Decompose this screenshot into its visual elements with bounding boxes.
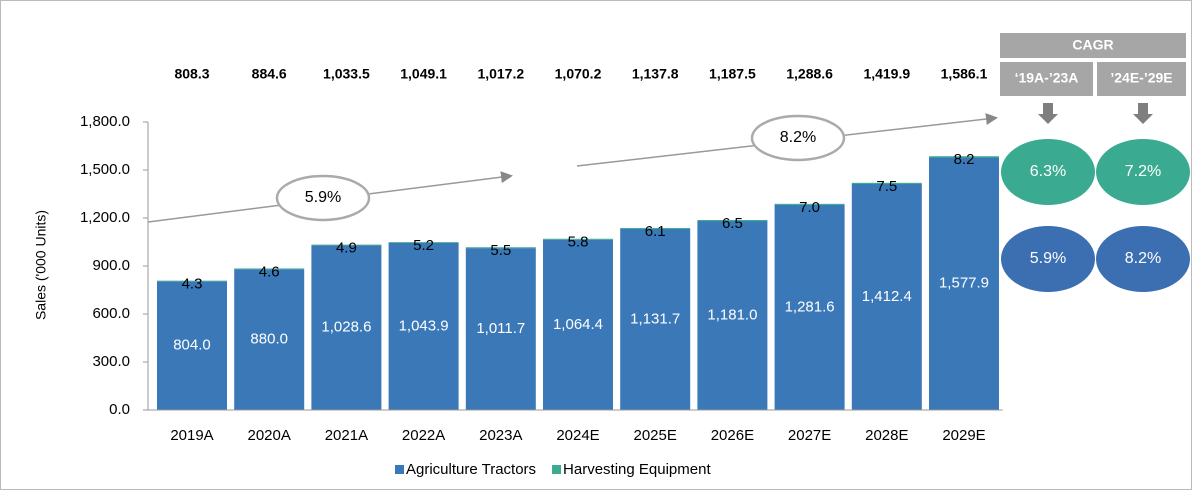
- bar-segment: [157, 280, 227, 282]
- y-tick-label: 900.0: [92, 257, 130, 274]
- cagr-column-label: ’24E-’29E: [1110, 70, 1172, 86]
- x-tick-label: 2020A: [248, 427, 291, 444]
- cagr-column-header: [1000, 62, 1093, 96]
- total-label: 1,419.9: [863, 66, 910, 82]
- y-tick-label: 0.0: [109, 401, 130, 418]
- cagr-value: 8.2%: [1125, 250, 1161, 267]
- bar-segment: [311, 244, 382, 246]
- bar-segment: [929, 156, 999, 158]
- bar-segment: [388, 242, 459, 410]
- cagr-bubble: [1001, 226, 1095, 292]
- cagr-value: 5.9%: [1030, 250, 1066, 267]
- value-label: 880.0: [250, 331, 288, 348]
- value-label: 1,412.4: [862, 288, 912, 305]
- total-label: 1,187.5: [709, 66, 756, 82]
- value-label: 8.2: [954, 151, 975, 168]
- annotation-ellipse: [750, 114, 846, 162]
- value-label: 7.0: [799, 199, 820, 216]
- legend-swatch: [395, 465, 404, 474]
- bar-segment: [465, 248, 536, 410]
- down-arrow: [1038, 103, 1058, 124]
- annotation: 8.2%: [780, 129, 816, 146]
- value-label: 1,064.4: [553, 316, 603, 333]
- annotation-ellipse: [275, 174, 371, 222]
- bar-segment: [465, 247, 536, 249]
- bar-segment: [311, 245, 382, 410]
- value-label: 5.5: [490, 242, 511, 259]
- legend-label: Agriculture Tractors: [406, 461, 536, 478]
- value-label: 804.0: [173, 337, 211, 354]
- cagr-bubble: [1001, 139, 1095, 205]
- x-tick-label: 2021A: [325, 427, 368, 444]
- cagr-column-header: [1097, 62, 1186, 96]
- y-tick-label: 1,500.0: [80, 161, 130, 178]
- bar-segment: [697, 221, 768, 410]
- value-label: 1,131.7: [630, 310, 680, 327]
- bar-segment: [543, 239, 613, 410]
- cagr-title: CAGR: [1072, 37, 1113, 53]
- total-label: 1,288.6: [786, 66, 833, 82]
- bar-segment: [929, 157, 999, 410]
- value-label: 1,281.6: [785, 298, 835, 315]
- down-arrow: [1133, 103, 1153, 124]
- y-tick-label: 1,200.0: [80, 209, 130, 226]
- bar-segment: [774, 204, 845, 410]
- x-tick-label: 2026E: [711, 427, 754, 444]
- cagr-bubble: [1096, 226, 1190, 292]
- value-label: 1,181.0: [707, 306, 757, 323]
- value-label: 1,577.9: [939, 275, 989, 292]
- total-label: 1,586.1: [941, 66, 988, 82]
- x-tick-label: 2027E: [788, 427, 831, 444]
- cagr-column-label: ‘19A-’23A: [1015, 70, 1079, 86]
- value-label: 4.3: [182, 276, 203, 293]
- total-label: 1,033.5: [323, 66, 370, 82]
- bar-segment: [234, 268, 305, 270]
- total-label: 1,049.1: [400, 66, 447, 82]
- legend-swatch: [552, 465, 562, 474]
- x-tick-label: 2028E: [865, 427, 908, 444]
- total-label: 884.6: [252, 66, 287, 82]
- x-tick-label: 2024E: [556, 427, 599, 444]
- value-label: 4.9: [336, 240, 357, 257]
- x-tick-label: 2022A: [402, 427, 445, 444]
- x-tick-label: 2029E: [942, 427, 985, 444]
- cagr-value: 7.2%: [1125, 163, 1161, 180]
- y-tick-label: 600.0: [92, 305, 130, 322]
- annotation: 5.9%: [305, 189, 341, 206]
- value-label: 6.1: [645, 223, 666, 240]
- value-label: 5.8: [568, 234, 589, 251]
- bar-segment: [234, 269, 305, 410]
- bar-segment: [543, 238, 613, 240]
- x-tick-label: 2019A: [170, 427, 213, 444]
- bar-segment: [157, 281, 227, 410]
- value-label: 1,028.6: [321, 319, 371, 336]
- value-label: 5.2: [413, 237, 434, 254]
- value-label: 4.6: [259, 263, 280, 280]
- y-tick-label: 300.0: [92, 353, 130, 370]
- bar-segment: [774, 203, 845, 205]
- value-label: 7.5: [876, 178, 897, 195]
- bar-segment: [620, 228, 691, 410]
- total-label: 1,070.2: [555, 66, 602, 82]
- value-label: 1,011.7: [476, 320, 525, 337]
- bar-segment: [851, 182, 922, 185]
- legend-label: Harvesting Equipment: [563, 461, 711, 478]
- y-tick-label: 1,800.0: [80, 113, 130, 130]
- bar-segment: [388, 242, 459, 243]
- x-tick-label: 2025E: [634, 427, 677, 444]
- bar-segment: [697, 220, 768, 222]
- total-label: 1,017.2: [477, 66, 524, 82]
- bar-segment: [851, 184, 922, 410]
- total-label: 1,137.8: [632, 66, 679, 82]
- total-label: 808.3: [174, 66, 209, 82]
- value-label: 6.5: [722, 215, 743, 232]
- cagr-bubble: [1096, 139, 1190, 205]
- value-label: 1,043.9: [399, 317, 449, 334]
- cagr-value: 6.3%: [1030, 163, 1066, 180]
- bar-segment: [620, 227, 691, 229]
- cagr-header: [1000, 33, 1186, 58]
- x-tick-label: 2023A: [479, 427, 522, 444]
- y-axis-label: Sales ('000 Units): [33, 210, 49, 320]
